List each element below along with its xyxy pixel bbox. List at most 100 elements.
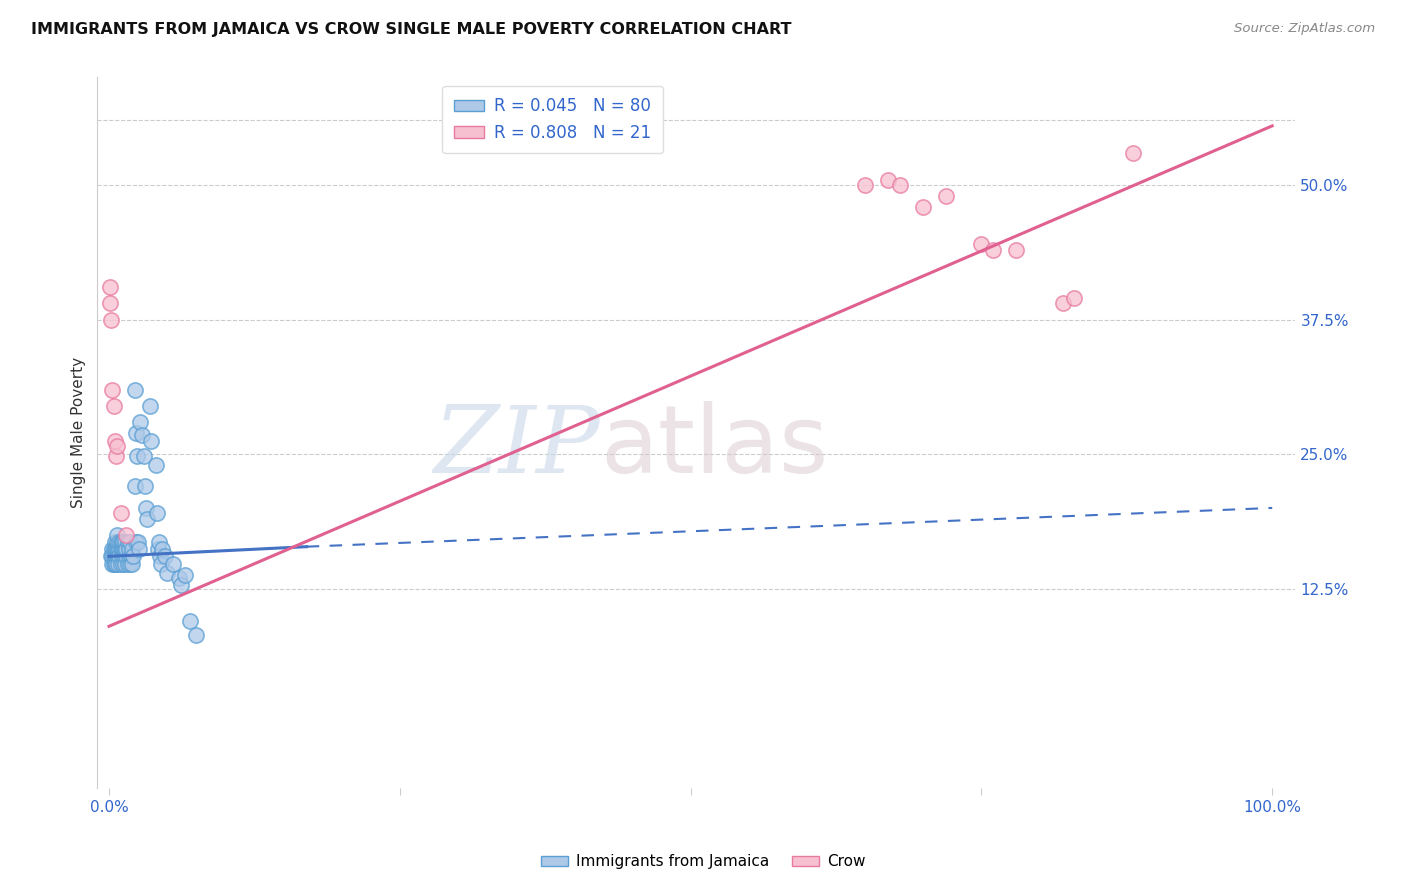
Point [104,557,127,571]
Point [912,200,935,214]
Point [889,178,911,192]
Point [145,506,167,520]
Point [877,172,900,186]
Point [135,500,157,515]
Point [970,237,993,252]
Point [125,450,148,464]
Point [110,535,132,549]
Y-axis label: Single Male Poverty: Single Male Poverty [72,357,86,508]
Point [107,549,129,564]
Point [935,189,957,203]
Point [104,557,127,571]
Point [101,557,124,571]
Point [105,549,128,564]
Point [150,557,173,571]
Point [118,549,141,564]
Point [124,479,146,493]
Point [103,557,125,571]
Point [112,541,135,556]
Point [101,549,124,564]
Point [100,312,122,326]
Legend: R = 0.045   N = 80, R = 0.808   N = 21: R = 0.045 N = 80, R = 0.808 N = 21 [443,86,662,153]
Point [179,614,201,628]
Point [101,541,124,556]
Point [110,557,132,571]
Point [108,535,131,549]
Point [117,557,139,571]
Point [152,541,174,556]
Point [103,549,125,564]
Point [110,541,132,556]
Point [125,425,148,440]
Point [100,549,122,564]
Point [1005,243,1028,257]
Point [114,541,136,556]
Point [120,549,142,564]
Point [108,541,131,556]
Point [132,450,155,464]
Text: ZIP: ZIP [434,401,600,491]
Point [103,541,125,556]
Point [1052,296,1074,310]
Point [105,528,128,542]
Point [167,571,190,585]
Point [111,557,134,571]
Legend: Immigrants from Jamaica, Crow: Immigrants from Jamaica, Crow [534,848,872,875]
Point [118,535,141,549]
Point [108,549,131,564]
Point [173,567,195,582]
Text: IMMIGRANTS FROM JAMAICA VS CROW SINGLE MALE POVERTY CORRELATION CHART: IMMIGRANTS FROM JAMAICA VS CROW SINGLE M… [31,22,792,37]
Point [104,549,127,564]
Point [107,557,129,571]
Point [105,438,128,452]
Point [121,557,143,571]
Point [121,541,143,556]
Point [111,541,134,556]
Point [98,280,121,294]
Point [138,399,160,413]
Point [153,549,176,564]
Point [111,535,134,549]
Point [115,541,138,556]
Point [111,549,134,564]
Point [101,383,124,397]
Point [107,541,129,556]
Point [134,479,156,493]
Point [136,511,159,525]
Point [1122,145,1144,160]
Point [122,549,145,564]
Point [104,541,127,556]
Point [114,557,136,571]
Text: atlas: atlas [600,401,828,492]
Point [981,243,1004,257]
Point [1063,291,1085,305]
Point [98,296,121,310]
Point [156,566,179,580]
Point [114,535,136,549]
Point [118,541,141,556]
Point [186,628,208,642]
Point [104,434,127,449]
Point [105,541,128,556]
Point [118,557,141,571]
Point [112,549,135,564]
Point [131,427,153,442]
Point [853,178,876,192]
Point [162,557,184,571]
Point [145,458,167,472]
Point [128,541,150,556]
Point [103,399,125,413]
Text: Source: ZipAtlas.com: Source: ZipAtlas.com [1234,22,1375,36]
Point [170,578,193,592]
Point [146,541,169,556]
Point [111,535,134,549]
Point [104,450,127,464]
Point [105,535,128,549]
Point [115,528,138,542]
Point [124,383,146,397]
Point [115,549,138,564]
Point [125,535,148,549]
Point [129,415,152,429]
Point [110,506,132,520]
Point [111,541,134,556]
